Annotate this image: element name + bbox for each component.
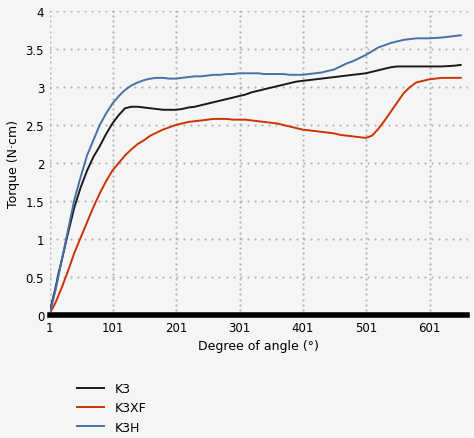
K3XF xyxy=(458,76,464,81)
K3H xyxy=(262,72,267,78)
K3 xyxy=(401,65,407,70)
K3 xyxy=(122,106,128,112)
K3XF xyxy=(122,153,128,159)
K3XF xyxy=(198,119,204,124)
Line: K3H: K3H xyxy=(50,36,461,314)
Legend: K3, K3XF, K3H: K3, K3XF, K3H xyxy=(77,382,146,434)
X-axis label: Degree of angle (°): Degree of angle (°) xyxy=(198,339,319,353)
K3XF xyxy=(47,311,53,317)
K3H xyxy=(401,38,407,43)
K3XF xyxy=(116,161,121,166)
K3H xyxy=(122,88,128,93)
K3XF xyxy=(439,76,445,81)
Line: K3XF: K3XF xyxy=(50,79,461,314)
K3 xyxy=(268,86,273,91)
K3H xyxy=(439,36,445,41)
K3 xyxy=(458,63,464,68)
K3 xyxy=(47,309,53,314)
Line: K3: K3 xyxy=(50,66,461,311)
K3H xyxy=(47,311,53,317)
K3H xyxy=(116,94,121,99)
K3 xyxy=(439,65,445,70)
K3XF xyxy=(262,120,267,125)
K3XF xyxy=(401,91,407,96)
Y-axis label: Torque (N·cm): Torque (N·cm) xyxy=(7,120,20,208)
K3 xyxy=(116,113,121,118)
K3 xyxy=(262,88,267,93)
K3H xyxy=(268,72,273,78)
K3H xyxy=(458,34,464,39)
K3XF xyxy=(268,121,273,126)
